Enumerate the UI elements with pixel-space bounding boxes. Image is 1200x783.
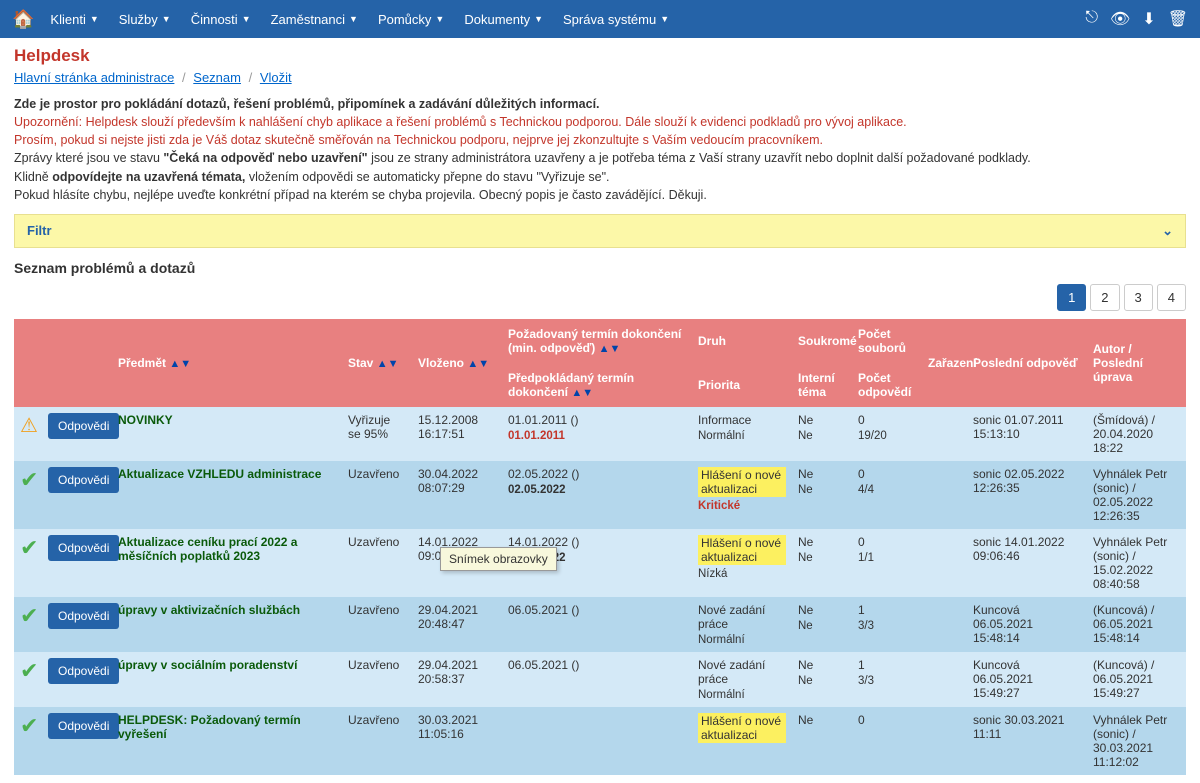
chevron-down-icon: ⌄ (1162, 223, 1173, 239)
menu-item[interactable]: Pomůcky ▼ (370, 2, 452, 37)
menu-item[interactable]: Klienti ▼ (42, 2, 106, 37)
answer-button[interactable]: Odpovědi (48, 658, 119, 684)
th-termin-predp[interactable]: Předpokládaný termín dokončení ▲▼ (502, 363, 692, 407)
top-menu-bar: 🏠 Klienti ▼Služby ▼Činnosti ▼Zaměstnanci… (0, 0, 1200, 38)
pagination: 1234 (14, 284, 1186, 311)
menu-item[interactable]: Služby ▼ (111, 2, 179, 37)
intro-text: Zde je prostor pro pokládání dotazů, řeš… (14, 95, 1186, 204)
logout-icon[interactable]: ⎋ (1085, 9, 1098, 29)
status-warn-icon: ⚠ (20, 415, 38, 437)
status-ok-icon: ✔ (20, 467, 38, 492)
breadcrumb-insert[interactable]: Vložit (260, 70, 292, 85)
subject-link[interactable]: NOVINKY (118, 413, 173, 427)
subject-link[interactable]: Aktualizace ceníku prací 2022 a měsíčníc… (118, 535, 297, 563)
subject-link[interactable]: Aktualizace VZHLEDU administrace (118, 467, 321, 481)
answer-button[interactable]: Odpovědi (48, 713, 119, 739)
table-row: ✔ OdpovědiAktualizace VZHLEDU administrac… (14, 461, 1186, 529)
answer-button[interactable]: Odpovědi (48, 603, 119, 629)
subject-link[interactable]: úpravy v sociálním poradenství (118, 658, 297, 672)
answer-button[interactable]: Odpovědi (48, 467, 119, 493)
list-title: Seznam problémů a dotazů (14, 260, 1186, 276)
th-predmet[interactable]: Předmět ▲▼ (112, 319, 342, 407)
th-priorita[interactable]: Priorita (692, 363, 792, 407)
breadcrumb-list[interactable]: Seznam (193, 70, 241, 85)
trash-icon[interactable]: 🗑 (1168, 9, 1188, 29)
menu-item[interactable]: Správa systému ▼ (555, 2, 677, 37)
table-row: ✔ OdpovědiHELPDESK: Požadovaný termín vyř… (14, 707, 1186, 775)
subject-link[interactable]: úpravy v aktivizačních službách (118, 603, 300, 617)
status-ok-icon: ✔ (20, 603, 38, 628)
th-pocet-odp[interactable]: Počet odpovědí (852, 363, 922, 407)
subject-link[interactable]: HELPDESK: Požadovaný termín vyřešení (118, 713, 301, 741)
table-row: ✔ OdpovědiAktualizace ceníku prací 2022 a… (14, 529, 1186, 597)
table-row: ✔ Odpovědiúpravy v aktivizačních službách… (14, 597, 1186, 652)
status-ok-icon: ✔ (20, 535, 38, 560)
eye-icon[interactable]: 👁 (1110, 9, 1130, 29)
main-menu: Klienti ▼Služby ▼Činnosti ▼Zaměstnanci ▼… (42, 2, 1085, 37)
th-posledni[interactable]: Poslední odpověď (967, 319, 1087, 407)
breadcrumb-home[interactable]: Hlavní stránka administrace (14, 70, 174, 85)
th-vlozeno[interactable]: Vloženo ▲▼ (412, 319, 502, 407)
status-ok-icon: ✔ (20, 713, 38, 738)
answer-button[interactable]: Odpovědi (48, 413, 119, 439)
th-soukrome[interactable]: Soukromé (792, 319, 852, 363)
th-autor[interactable]: Autor / Poslední úprava (1087, 319, 1186, 407)
topbar-right-icons: ⎋ 👁 ⬇ 🗑 (1085, 9, 1188, 29)
answer-button[interactable]: Odpovědi (48, 535, 119, 561)
table-row: ⚠OdpovědiNOVINKYVyřizuje se 95%15.12.200… (14, 407, 1186, 461)
th-termin-min[interactable]: Požadovaný termín dokončení (min. odpově… (502, 319, 692, 363)
status-ok-icon: ✔ (20, 658, 38, 683)
menu-item[interactable]: Zaměstnanci ▼ (263, 2, 366, 37)
th-zarazeni[interactable]: Zařazení (922, 319, 967, 407)
table-row: ✔Odpovědiúpravy v sociálním poradenstvíU… (14, 652, 1186, 707)
filter-label: Filtr (27, 223, 52, 238)
download-icon[interactable]: ⬇ (1142, 9, 1155, 29)
th-interni[interactable]: Interní téma (792, 363, 852, 407)
page-button[interactable]: 3 (1124, 284, 1153, 311)
menu-item[interactable]: Činnosti ▼ (183, 2, 259, 37)
home-icon[interactable]: 🏠 (12, 9, 34, 30)
filter-toggle[interactable]: Filtr ⌄ (14, 214, 1186, 248)
breadcrumb: Hlavní stránka administrace / Seznam / V… (14, 70, 1186, 85)
page-title: Helpdesk (14, 46, 1186, 66)
th-druh[interactable]: Druh (692, 319, 792, 363)
page-button[interactable]: 2 (1090, 284, 1119, 311)
th-pocet-soub[interactable]: Počet souborů (852, 319, 922, 363)
tooltip-snimek: Snímek obrazovky (440, 547, 557, 571)
page-button[interactable]: 4 (1157, 284, 1186, 311)
menu-item[interactable]: Dokumenty ▼ (456, 2, 551, 37)
page-button[interactable]: 1 (1057, 284, 1086, 311)
th-stav[interactable]: Stav ▲▼ (342, 319, 412, 407)
data-table: Předmět ▲▼ Stav ▲▼ Vloženo ▲▼ Požadovaný… (14, 319, 1186, 775)
